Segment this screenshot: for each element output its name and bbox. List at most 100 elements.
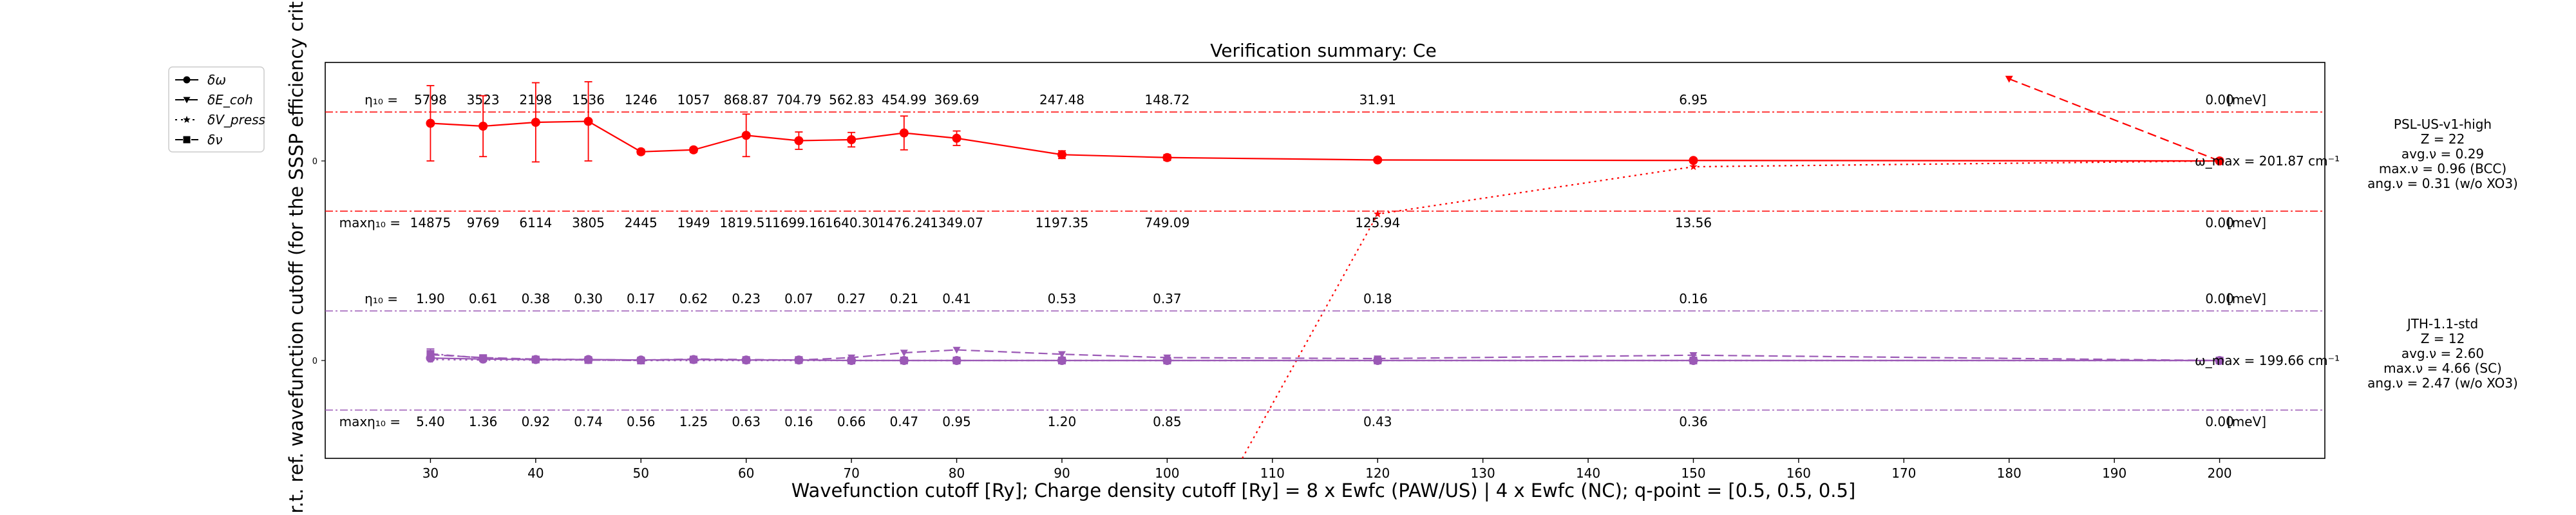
- y-zero-tick-label: 0: [312, 357, 317, 366]
- panel-info-line: Z = 22: [2421, 131, 2465, 147]
- max-eta-value: 3805: [572, 215, 605, 230]
- data-point: [952, 133, 961, 143]
- data-point: [1374, 357, 1382, 364]
- eta-value: 0.17: [627, 291, 656, 306]
- data-point: [1057, 150, 1066, 160]
- max-eta-value: 0.66: [837, 414, 866, 429]
- eta-value: 0.00: [2205, 291, 2234, 306]
- legend-marker: [183, 97, 191, 104]
- eta-value: 0.18: [1363, 291, 1392, 306]
- x-tick-label: 40: [527, 465, 544, 481]
- max-eta-value: 1349.07: [930, 215, 983, 230]
- legend-label: δν: [207, 132, 222, 147]
- max-eta-value: 0.63: [732, 414, 761, 429]
- max-eta-value: 0.36: [1679, 414, 1708, 429]
- y-axis-label: w.r.t. ref. wavefunction cutoff (for the…: [285, 1, 307, 515]
- data-point: [1689, 156, 1698, 165]
- data-point: [637, 357, 645, 364]
- legend-label: δω: [207, 72, 226, 88]
- data-point: [952, 357, 961, 364]
- eta-value: 0.21: [890, 291, 919, 306]
- max-eta-label: maxη₁₀ =: [339, 215, 401, 230]
- data-point: [689, 355, 697, 364]
- max-eta-value: 0.92: [522, 414, 551, 429]
- omega-max-label: ω_max = 199.66 cm⁻¹: [2195, 353, 2340, 368]
- x-tick-label: 170: [1891, 465, 1916, 481]
- data-point: [1689, 351, 1698, 359]
- eta-value: 0.07: [784, 291, 813, 306]
- max-eta-value: 1.25: [679, 414, 708, 429]
- x-tick-label: 160: [1786, 465, 1811, 481]
- legend-label: δE_coh: [207, 92, 253, 108]
- x-tick-label: 60: [738, 465, 754, 481]
- eta-value: 369.69: [934, 92, 980, 108]
- data-point: [1163, 357, 1171, 364]
- panel-info-line: avg.ν = 2.60: [2401, 346, 2484, 361]
- x-tick-label: 190: [2102, 465, 2126, 481]
- series-line-δE_coh: [430, 349, 2220, 362]
- panel-info-line: Z = 12: [2421, 331, 2465, 346]
- data-point: [900, 357, 908, 364]
- max-eta-value: 0.16: [784, 414, 813, 429]
- data-point: [531, 355, 540, 364]
- data-point: [848, 357, 856, 364]
- eta-value: 0.16: [1679, 291, 1708, 306]
- data-point: [2005, 75, 2013, 83]
- data-point: [1689, 162, 1698, 171]
- omega-max-label: ω_max = 201.87 cm⁻¹: [2195, 153, 2340, 169]
- eta-value: 6.95: [1679, 92, 1708, 108]
- data-point: [479, 354, 488, 362]
- eta-value: 0.23: [732, 291, 761, 306]
- legend-marker: [183, 115, 191, 123]
- data-point: [531, 118, 540, 127]
- max-eta-value: 0.95: [942, 414, 971, 429]
- eta-value: 868.87: [724, 92, 769, 108]
- panel-info-line: ang.ν = 0.31 (w/o XO3): [2367, 176, 2518, 191]
- max-eta-value: 125.94: [1355, 215, 1400, 230]
- data-point: [426, 350, 435, 358]
- eta-value: 0.37: [1153, 291, 1182, 306]
- max-eta-value: 1476.24: [877, 215, 931, 230]
- data-point: [478, 122, 488, 131]
- series-line-δω: [430, 120, 2220, 162]
- data-point: [900, 350, 908, 357]
- x-tick-label: 70: [843, 465, 859, 481]
- data-point: [741, 131, 751, 140]
- eta-value: 247.48: [1039, 92, 1084, 108]
- data-point: [426, 118, 435, 128]
- max-eta-value: 1699.16: [772, 215, 826, 230]
- unit-label: [meV]: [2227, 291, 2266, 306]
- panel-data: [426, 75, 2224, 458]
- panel-info-line: PSL-US-v1-high: [2394, 117, 2492, 132]
- legend-label: δV_press: [207, 112, 265, 127]
- eta-value: 31.91: [1359, 92, 1396, 108]
- x-tick-label: 100: [1155, 465, 1179, 481]
- series-line-δν: [430, 353, 2220, 362]
- x-tick-label: 180: [1997, 465, 2022, 481]
- eta-value: 0.41: [942, 291, 971, 306]
- eta-value: 0.61: [469, 291, 498, 306]
- data-point: [1689, 357, 1698, 364]
- panel-info-line: max.ν = 0.96 (BCC): [2379, 161, 2506, 176]
- data-point: [1162, 153, 1172, 162]
- max-eta-value: 0.00: [2205, 414, 2234, 429]
- max-eta-value: 2445: [625, 215, 658, 230]
- max-eta-value: 0.56: [627, 414, 656, 429]
- x-tick-label: 30: [422, 465, 439, 481]
- x-tick-label: 90: [1054, 465, 1070, 481]
- series-line-δE_coh: [2009, 78, 2220, 162]
- legend-marker: [183, 136, 191, 144]
- max-eta-value: 9769: [467, 215, 500, 230]
- max-eta-value: 0.47: [890, 414, 919, 429]
- data-point: [1373, 209, 1382, 218]
- eta-value: 704.79: [776, 92, 821, 108]
- data-point: [1373, 155, 1383, 165]
- x-tick-label: 120: [1365, 465, 1390, 481]
- panel-info-line: avg.ν = 0.29: [2401, 146, 2484, 162]
- eta-value: 454.99: [882, 92, 927, 108]
- max-eta-value: 1.36: [469, 414, 498, 429]
- max-eta-value: 1197.35: [1036, 215, 1089, 230]
- max-eta-value: 0.85: [1153, 414, 1182, 429]
